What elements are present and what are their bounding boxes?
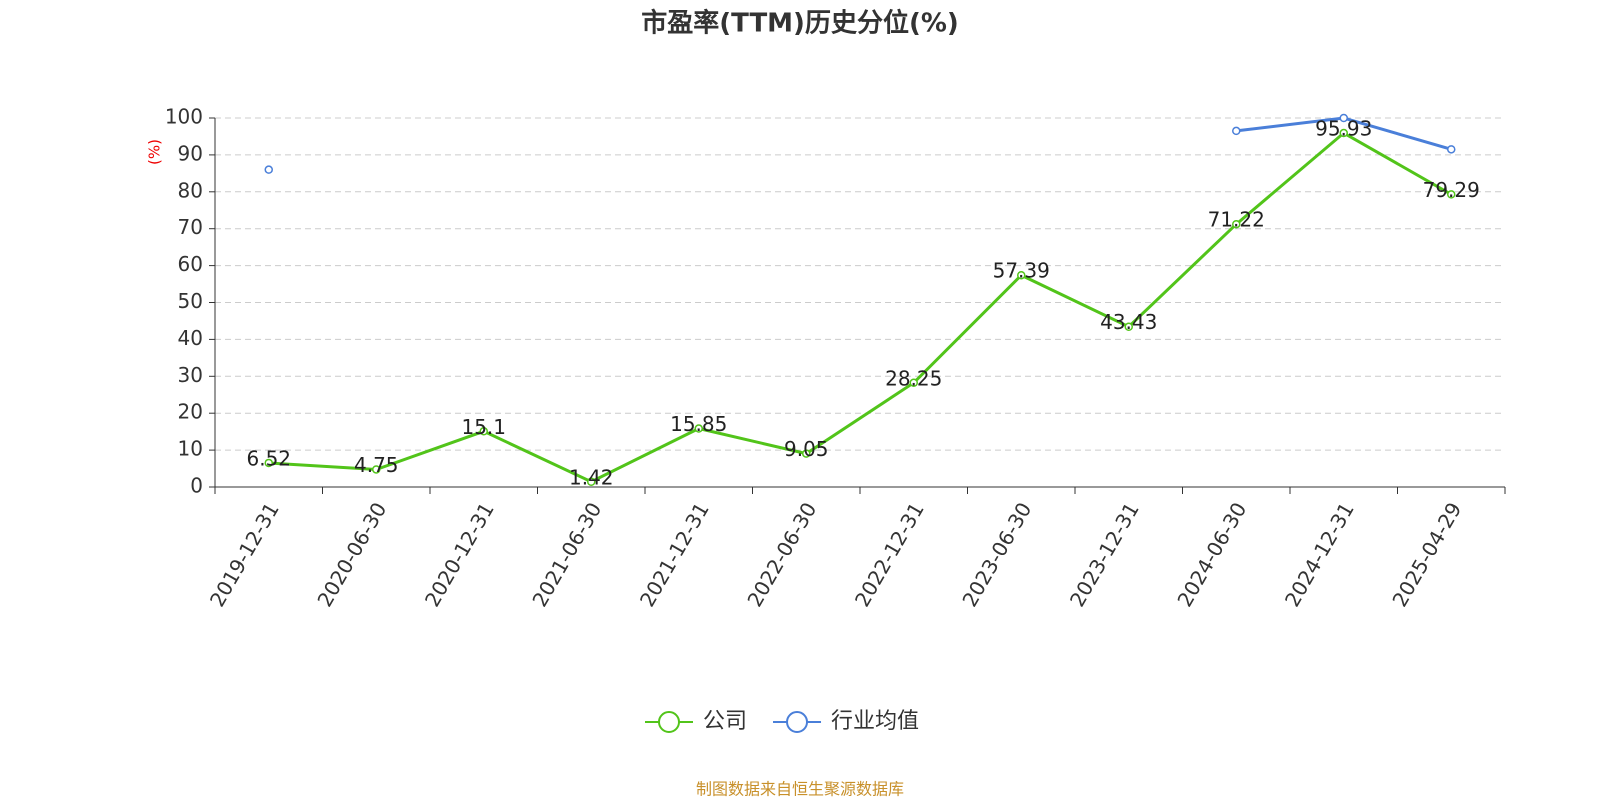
x-tick-label: 2020-12-31 [420,498,499,611]
x-tick-label: 2021-06-30 [527,498,606,611]
point [1447,145,1456,154]
y-tick-label: 40 [178,326,203,350]
legend-marker [658,711,680,733]
point [694,424,703,433]
x-tick-label: 2025-04-29 [1387,498,1466,611]
data-label: 79.29 [1423,178,1480,202]
y-tick-label: 50 [178,289,203,313]
y-tick-label: 90 [178,141,203,165]
point [587,477,596,487]
data-label: 95.93 [1315,117,1372,141]
data-label: 43.43 [1100,310,1157,334]
point [372,465,381,474]
point [1232,126,1241,136]
x-tick-label: 2023-06-30 [957,498,1036,611]
point [1339,128,1348,138]
legend-marker [786,711,809,733]
point [1124,322,1133,331]
data-label: 28.25 [885,366,942,390]
y-tick-label: 20 [178,400,203,424]
y-tick-label: 0 [190,474,203,498]
point [1017,270,1026,280]
data-label: 9.05 [784,437,829,461]
legend-label: 公司 [703,709,747,734]
x-tick-label: 2024-12-31 [1280,498,1359,611]
x-tick-label: 2021-12-31 [635,498,714,611]
legend-label: 行业均值 [831,709,919,734]
point [1232,219,1241,229]
y-tick-label: 10 [178,437,203,461]
point [802,449,811,458]
data-label: 15.85 [670,412,727,436]
point [1339,113,1348,123]
source-note: 制图数据来自恒生聚源数据库 [696,780,904,799]
x-tick-label: 2022-12-31 [850,498,929,611]
y-tick-label: 60 [178,252,203,276]
series-line [268,131,1452,484]
point [479,427,488,436]
data-label: 15.1 [461,415,506,439]
x-tick-label: 2019-12-31 [205,498,284,611]
point [909,378,918,388]
x-tick-label: 2022-06-30 [742,498,821,611]
data-label: 4.75 [354,453,399,477]
y-axis-label: (%) [146,139,164,165]
y-tick-label: 100 [165,105,203,129]
x-tick-label: 2024-06-30 [1172,498,1251,611]
y-tick-label: 70 [178,215,203,239]
point [1447,190,1456,199]
y-tick-label: 80 [178,178,203,202]
data-label: 6.52 [246,446,291,470]
data-label: 1.42 [569,465,614,489]
point [264,458,273,468]
point [264,165,273,174]
x-tick-label: 2020-06-30 [312,498,391,611]
data-label: 57.39 [993,259,1050,283]
y-tick-label: 30 [178,363,203,387]
chart-title: 市盈率(TTM)历史分位(%) [641,8,959,39]
data-label: 71.22 [1208,208,1265,232]
x-tick-label: 2023-12-31 [1065,498,1144,611]
